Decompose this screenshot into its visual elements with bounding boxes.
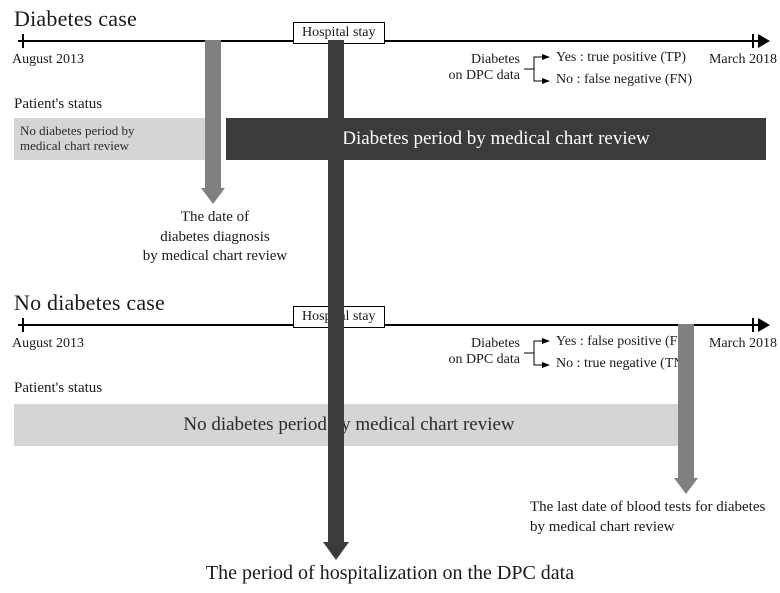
diagram-canvas: Diabetes case August 2013 March 2018 Hos…	[0, 0, 780, 593]
blood-text: The last date of blood tests for diabete…	[530, 498, 780, 537]
diagnosis-text-l1: The date of	[181, 209, 249, 225]
bottom-axis-line	[18, 324, 758, 326]
diagnosis-text-l3: by medical chart review	[143, 248, 288, 264]
top-dark-bar: Diabetes period by medical chart review	[226, 118, 766, 160]
blood-arrow-head	[674, 478, 698, 494]
bottom-end-label: March 2018	[682, 336, 777, 352]
top-tick-end	[752, 34, 754, 48]
top-dpc-label-l2: on DPC data	[448, 68, 520, 83]
top-title: Diabetes case	[14, 6, 137, 32]
bottom-dpc-label-l2: on DPC data	[448, 352, 520, 367]
bottom-axis-arrowhead	[758, 318, 770, 332]
bottom-big-grey-bar: No diabetes period by medical chart revi…	[14, 404, 684, 446]
bottom-tick-start	[22, 318, 24, 332]
diagnosis-arrow-shaft	[205, 40, 221, 190]
top-end-label: March 2018	[682, 52, 777, 68]
top-grey-bar-l2: medical chart review	[20, 138, 129, 153]
top-dpc-no: No : false negative (FN)	[556, 72, 692, 88]
top-dpc-bracket	[524, 52, 552, 86]
bottom-dpc-bracket	[524, 336, 552, 370]
diagnosis-text: The date of diabetes diagnosis by medica…	[120, 208, 310, 267]
bottom-dpc-label: Diabetes on DPC data	[430, 336, 520, 368]
top-dpc-label-l1: Diabetes	[471, 52, 520, 67]
blood-text-l2: by medical chart review	[530, 519, 675, 535]
center-arrow-head	[323, 542, 349, 560]
blood-arrow-shaft	[678, 324, 694, 480]
top-grey-bar: No diabetes period by medical chart revi…	[14, 118, 220, 160]
top-axis-arrowhead	[758, 34, 770, 48]
bottom-title: No diabetes case	[14, 290, 165, 316]
diagnosis-arrow-head	[201, 188, 225, 204]
top-tick-start	[22, 34, 24, 48]
bottom-dpc-no: No : true negative (TN)	[556, 356, 688, 372]
center-arrow-shaft	[328, 40, 344, 544]
blood-text-l1: The last date of blood tests for diabete…	[530, 499, 765, 515]
top-dpc-yes: Yes : true positive (TP)	[556, 50, 686, 66]
diagnosis-text-l2: diabetes diagnosis	[160, 229, 270, 245]
top-axis-line	[18, 40, 758, 42]
bottom-dpc-yes: Yes : false positive (FP)	[556, 334, 690, 350]
bottom-tick-end	[752, 318, 754, 332]
bottom-start-label: August 2013	[0, 336, 132, 352]
top-dark-bar-text: Diabetes period by medical chart review	[342, 128, 650, 150]
top-status-label: Patient's status	[14, 96, 102, 113]
bottom-dpc-label-l1: Diabetes	[471, 336, 520, 351]
top-start-label: August 2013	[0, 52, 132, 68]
bottom-big-grey-bar-text: No diabetes period by medical chart revi…	[183, 414, 514, 436]
period-text: The period of hospitalization on the DPC…	[130, 562, 650, 585]
bottom-status-label: Patient's status	[14, 380, 102, 397]
top-dpc-label: Diabetes on DPC data	[430, 52, 520, 84]
top-grey-bar-l1: No diabetes period by	[20, 123, 134, 138]
